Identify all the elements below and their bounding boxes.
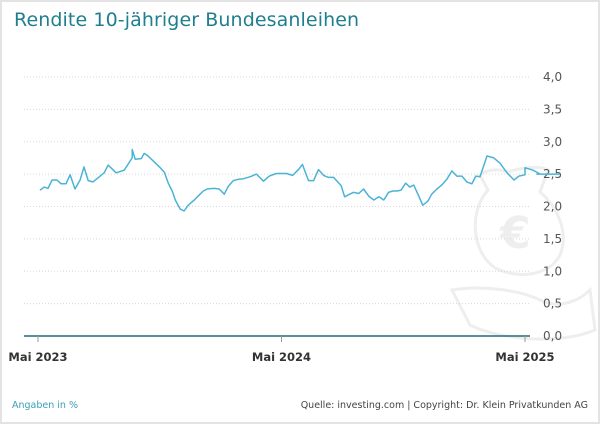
chart-title: Rendite 10-jähriger Bundesanleihen: [14, 9, 360, 31]
series-line-rendite: [39, 148, 561, 212]
x-tick-label: Mai 2023: [8, 350, 67, 364]
y-tick-label: 0,0: [543, 329, 562, 343]
svg-text:€: €: [499, 208, 531, 259]
source-credit: Quelle: investing.com | Copyright: Dr. K…: [300, 400, 588, 411]
y-tick-label: 1,5: [543, 232, 562, 246]
money-bag-euro-hand-icon: €: [449, 165, 597, 341]
y-tick-label: 0,5: [543, 297, 562, 311]
y-tick-label: 4,0: [543, 70, 562, 84]
x-tick-label: Mai 2024: [252, 350, 311, 364]
x-axis: Mai 2023 Mai 2024 Mai 2025: [8, 335, 555, 364]
series-layer: [39, 148, 561, 212]
x-tick-label: Mai 2025: [495, 350, 554, 364]
y-axis-ticks: 0,00,51,01,52,02,53,03,54,0: [543, 70, 562, 343]
y-tick-label: 2,0: [543, 200, 562, 214]
grid-lines: [24, 76, 530, 305]
y-tick-label: 1,0: [543, 264, 562, 278]
unit-note: Angaben in %: [12, 400, 78, 411]
y-tick-label: 3,0: [543, 135, 562, 149]
y-tick-label: 3,5: [543, 102, 562, 116]
